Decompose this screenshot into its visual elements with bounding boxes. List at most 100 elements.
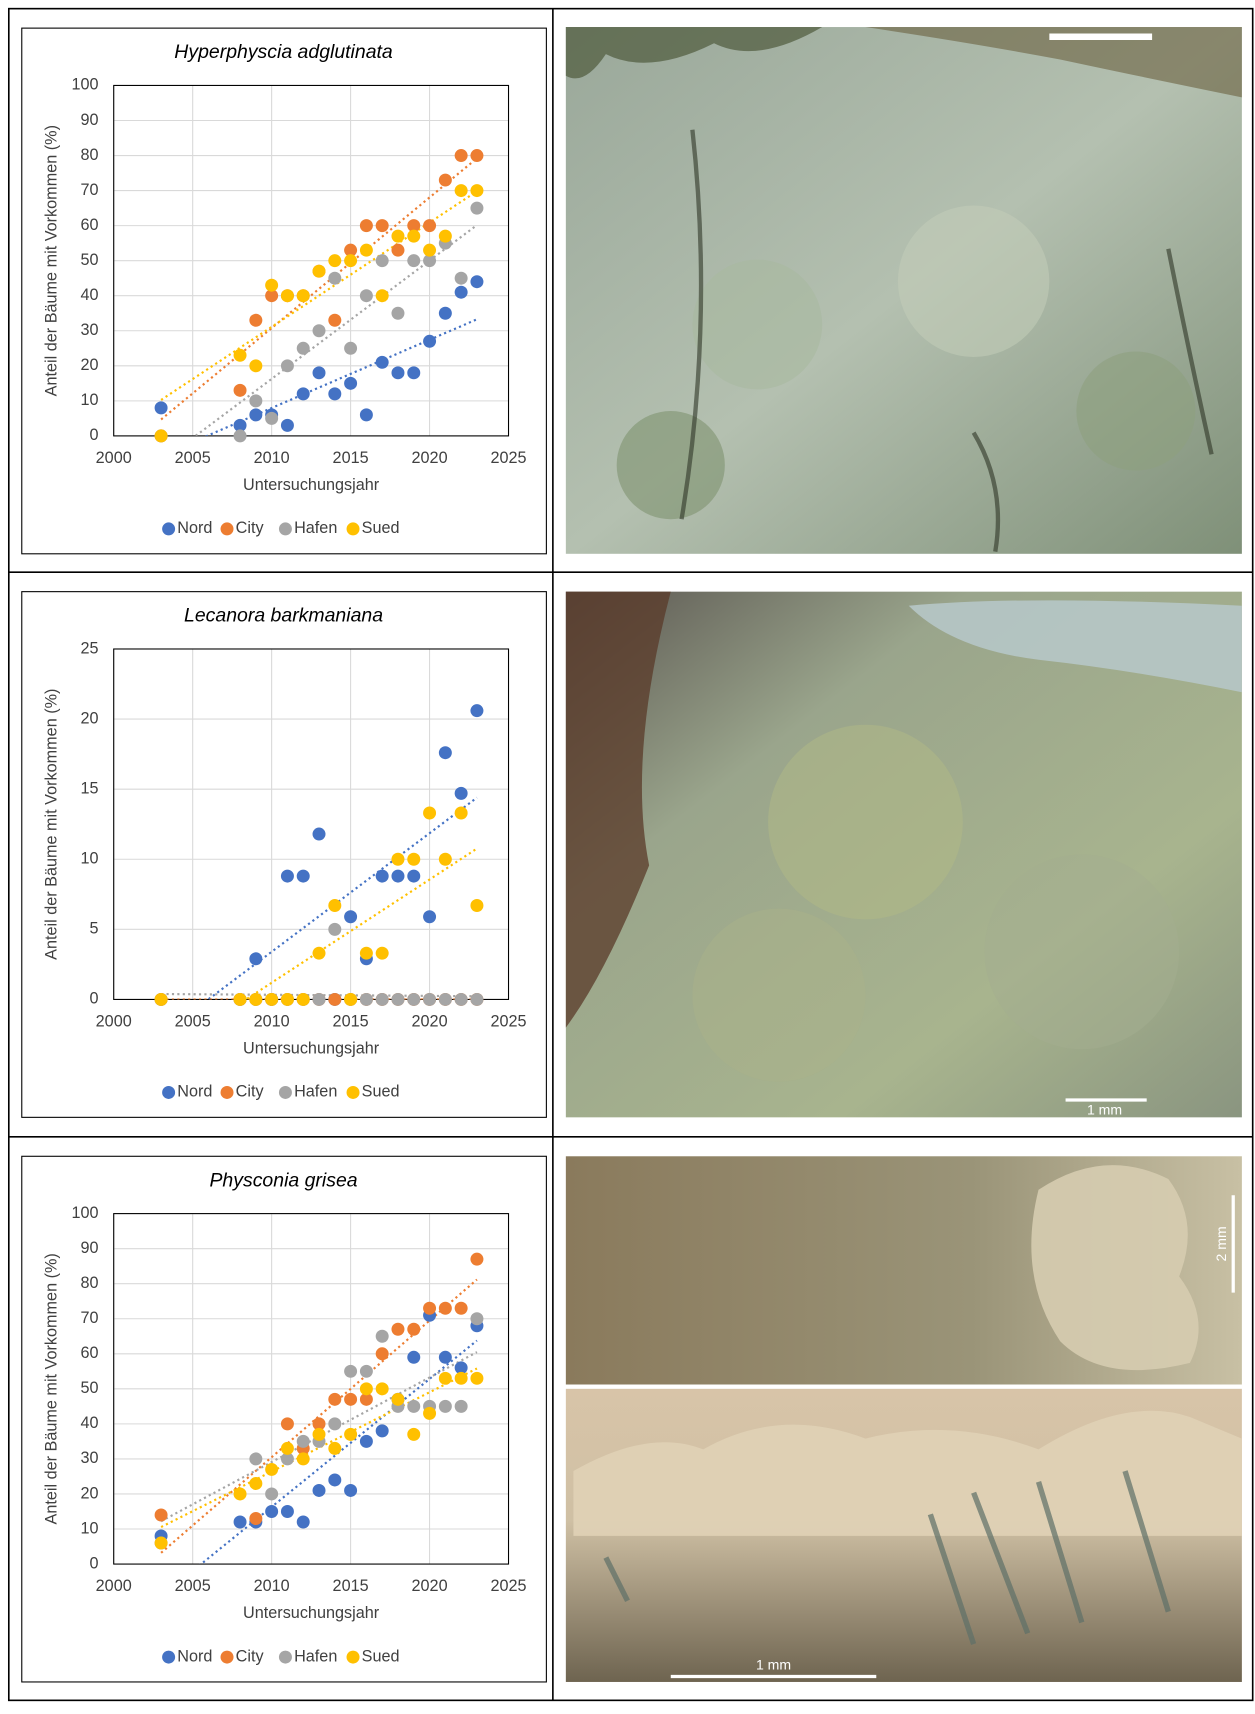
- data-point: [249, 314, 262, 327]
- data-point: [423, 219, 436, 232]
- y-tick-label: 80: [81, 146, 99, 164]
- data-point: [265, 1487, 278, 1500]
- photo: [566, 27, 1242, 554]
- data-point: [249, 952, 262, 965]
- legend-label: City: [236, 519, 265, 537]
- data-point: [155, 1537, 168, 1550]
- x-tick-label: 2000: [96, 449, 132, 467]
- y-axis-title: Anteil der Bäume mit Vorkommen (%): [42, 1253, 60, 1524]
- data-point: [439, 993, 452, 1006]
- data-point: [407, 1428, 420, 1441]
- y-tick-label: 90: [81, 1239, 99, 1257]
- data-point: [455, 184, 468, 197]
- y-tick-label: 30: [81, 1449, 99, 1467]
- legend-marker: [347, 1086, 360, 1099]
- data-point: [328, 899, 341, 912]
- data-point: [344, 1393, 357, 1406]
- data-point: [155, 401, 168, 414]
- scale-label: 1 mm: [756, 1656, 791, 1672]
- data-point: [407, 230, 420, 243]
- legend-marker: [279, 1651, 292, 1664]
- data-point: [328, 1473, 341, 1486]
- data-point: [455, 993, 468, 1006]
- data-point: [407, 1351, 420, 1364]
- x-tick-label: 2015: [333, 1577, 369, 1595]
- x-axis-title: Untersuchungsjahr: [243, 1039, 380, 1057]
- x-tick-label: 2005: [175, 1577, 211, 1595]
- data-point: [234, 1487, 247, 1500]
- data-point: [423, 244, 436, 257]
- data-point: [313, 366, 326, 379]
- legend-marker: [347, 1651, 360, 1664]
- data-point: [234, 429, 247, 442]
- data-point: [391, 853, 404, 866]
- data-point: [423, 993, 436, 1006]
- data-point: [455, 1372, 468, 1385]
- y-tick-label: 20: [81, 356, 99, 374]
- y-tick-label: 20: [81, 709, 99, 727]
- data-point: [297, 1435, 310, 1448]
- x-tick-label: 2000: [96, 1577, 132, 1595]
- data-point: [249, 1452, 262, 1465]
- data-point: [249, 394, 262, 407]
- y-tick-label: 0: [90, 990, 99, 1008]
- figure: 1 mm 2 mm 1 mm Hyperphyscia adglutinata 2…: [0, 0, 1255, 1709]
- y-tick-label: 10: [81, 1519, 99, 1537]
- chart-title: Physconia grisea: [209, 1169, 357, 1191]
- data-point: [281, 993, 294, 1006]
- data-point: [423, 1407, 436, 1420]
- data-point: [455, 1302, 468, 1315]
- data-point: [234, 384, 247, 397]
- data-point: [234, 349, 247, 362]
- y-tick-label: 40: [81, 1414, 99, 1432]
- data-point: [249, 1512, 262, 1525]
- legend-label: Nord: [177, 1083, 212, 1101]
- data-point: [249, 408, 262, 421]
- y-tick-label: 90: [81, 111, 99, 129]
- data-point: [265, 412, 278, 425]
- x-tick-label: 2025: [490, 1577, 526, 1595]
- data-point: [376, 1347, 389, 1360]
- chart: Physconia grisea200020052010201520202025…: [22, 1156, 547, 1682]
- data-point: [313, 947, 326, 960]
- data-point: [376, 219, 389, 232]
- data-point: [407, 1323, 420, 1336]
- x-tick-label: 2025: [490, 449, 526, 467]
- y-tick-label: 100: [72, 1204, 99, 1222]
- data-point: [344, 1484, 357, 1497]
- x-tick-label: 2005: [175, 449, 211, 467]
- data-point: [313, 1428, 326, 1441]
- data-point: [407, 254, 420, 267]
- chart-title: Hyperphyscia adglutinata: [174, 41, 393, 63]
- data-point: [155, 429, 168, 442]
- legend-label: Sued: [362, 519, 400, 537]
- scale-label: 2 mm: [1213, 1226, 1229, 1261]
- data-point: [297, 1516, 310, 1529]
- data-point: [281, 870, 294, 883]
- y-tick-label: 100: [72, 76, 99, 94]
- data-point: [360, 1435, 373, 1448]
- x-tick-label: 2010: [254, 1577, 290, 1595]
- data-point: [360, 244, 373, 257]
- data-point: [344, 342, 357, 355]
- data-point: [423, 335, 436, 348]
- legend-label: Sued: [362, 1083, 400, 1101]
- data-point: [360, 993, 373, 1006]
- page: {"chart_data": [ {"type": "scatter", "ti…: [0, 0, 1255, 1709]
- data-point: [313, 828, 326, 841]
- legend-marker: [279, 1086, 292, 1099]
- data-point: [423, 807, 436, 820]
- data-point: [376, 1424, 389, 1437]
- data-point: [423, 910, 436, 923]
- data-point: [439, 1372, 452, 1385]
- y-tick-label: 30: [81, 321, 99, 339]
- y-tick-label: 70: [81, 181, 99, 199]
- y-tick-label: 5: [90, 920, 99, 938]
- legend-label: Hafen: [294, 519, 337, 537]
- scale-label: 1 mm: [1087, 1102, 1122, 1118]
- data-point: [376, 254, 389, 267]
- data-point: [281, 1442, 294, 1455]
- x-tick-label: 2010: [254, 449, 290, 467]
- data-point: [439, 853, 452, 866]
